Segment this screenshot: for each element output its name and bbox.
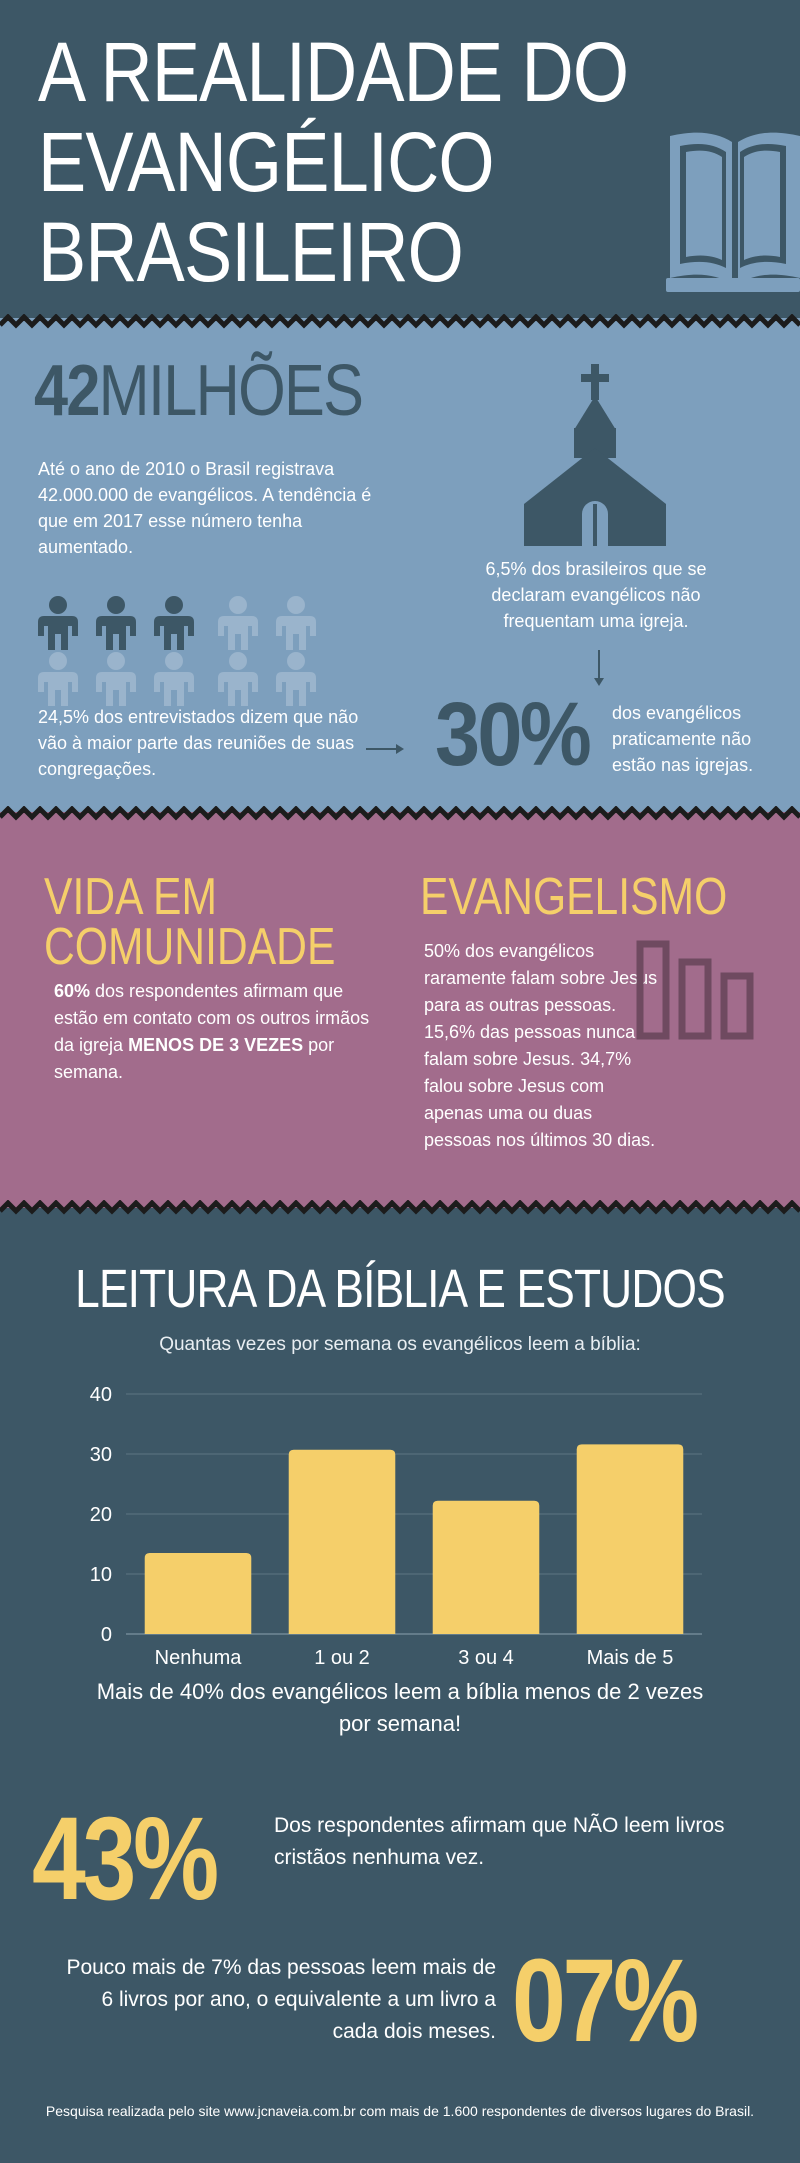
y-tick-label: 10 (90, 1564, 112, 1586)
pct-30: 30% (435, 685, 592, 785)
zigzag-divider (0, 806, 800, 821)
stat-43-text: Dos respondentes afirmam que NÃO leem li… (274, 1814, 725, 1869)
big-stat-word: MILHÕES (98, 351, 364, 431)
footer-text: Pesquisa realizada pelo site www.jcnavei… (45, 2103, 755, 2119)
big-stat-number: 42 (34, 351, 100, 431)
bar-mais-de-5 (576, 1444, 684, 1634)
title-line-2: EVANGÉLICO (38, 115, 495, 209)
bar-chart-icon (636, 940, 754, 1040)
community-bold-2: MENOS DE 3 VEZES (128, 1035, 304, 1055)
y-tick-label: 20 (90, 1504, 112, 1526)
bar-nenhuma (144, 1553, 252, 1634)
arrow-down-icon (594, 650, 604, 686)
title-line-3: BRASILEIRO (38, 205, 464, 299)
community-title-2: COMUNIDADE (44, 918, 336, 976)
bible-section (0, 1208, 800, 2163)
x-tick-label: Mais de 5 (587, 1647, 674, 1669)
x-tick-label: Nenhuma (155, 1647, 243, 1669)
bible-reading-chart: 0 10 20 30 40 Nenhuma 1 ou 2 3 ou 4 Mais de 5 (90, 1384, 702, 1669)
people-icon (38, 596, 316, 706)
community-text-part-1: dos respondentes afirmam que estão em co… (54, 981, 370, 1055)
pct-30-text: dos evangélicos praticamente não estão n… (612, 703, 754, 775)
chart-note: Mais de 40% dos evangélicos leem a bíbli… (96, 1679, 704, 1736)
header-section (0, 0, 800, 328)
intro-text: Até o ano de 2010 o Brasil registrava 42… (38, 459, 372, 557)
evangelism-title: EVANGELISMO (420, 868, 728, 926)
church-icon (524, 364, 666, 546)
community-text: 60% dos respondentes afirmam que estão e… (54, 978, 384, 1086)
arrow-right-icon (366, 744, 404, 754)
community-text-part-2: por semana. (54, 1035, 335, 1082)
community-bold-1: 60% (54, 981, 91, 1001)
bar-3-ou-4 (432, 1500, 540, 1634)
bar-1-ou-2 (288, 1449, 396, 1634)
title-line-1: A REALIDADE DO (38, 25, 629, 119)
x-tick-label: 1 ou 2 (314, 1647, 370, 1669)
x-tick-label: 3 ou 4 (458, 1647, 514, 1669)
stat-07: 07% (512, 1935, 699, 2067)
bible-title: LEITURA DA BÍBLIA E ESTUDOS (75, 1259, 725, 1319)
people-text: 24,5% dos entrevistados dizem que não vã… (38, 707, 359, 779)
chart-subtitle: Quantas vezes por semana os evangélicos … (159, 1334, 641, 1355)
stat-07-text: Pouco mais de 7% das pessoas leem mais d… (66, 1956, 496, 2043)
y-tick-label: 0 (101, 1624, 112, 1646)
community-title-1: VIDA EM (44, 868, 217, 926)
zigzag-divider (0, 314, 800, 329)
y-tick-label: 30 (90, 1444, 112, 1466)
evangelism-text: 50% dos evangélicos raramente falam sobr… (424, 941, 658, 1150)
y-tick-label: 40 (90, 1384, 112, 1406)
church-text: 6,5% dos brasileiros que se declaram eva… (485, 559, 707, 631)
big-stat-42-milhoes: 42MILHÕES (34, 355, 364, 427)
open-book-icon (666, 132, 800, 292)
zigzag-divider (0, 1200, 800, 1215)
stat-43: 43% (32, 1793, 219, 1925)
stats-section (0, 318, 800, 823)
